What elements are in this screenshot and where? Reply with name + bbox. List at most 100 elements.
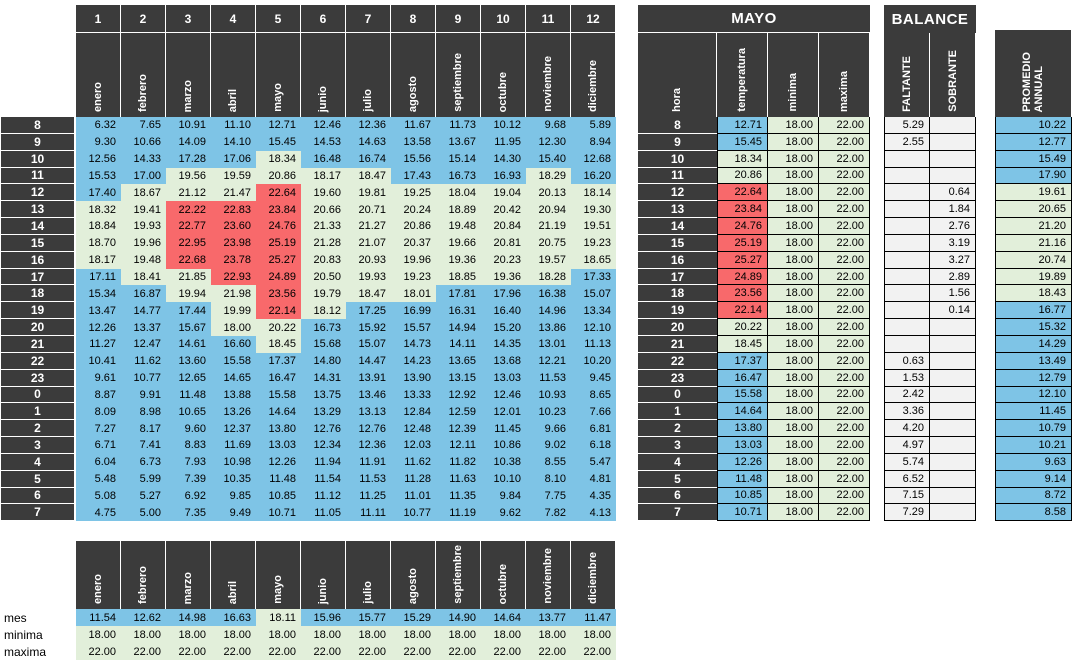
temperature-cell[interactable]: 16.47 bbox=[256, 369, 301, 387]
promedio-annual-cell[interactable]: 15.49 bbox=[995, 150, 1072, 168]
faltante-cell[interactable] bbox=[884, 201, 930, 219]
temperature-cell[interactable]: 5.48 bbox=[76, 470, 121, 488]
promedio-annual-cell[interactable]: 13.49 bbox=[995, 352, 1072, 370]
temperature-cell[interactable]: 16.99 bbox=[391, 302, 436, 320]
temperature-cell[interactable]: 18.01 bbox=[391, 285, 436, 303]
temperature-cell[interactable]: 10.41 bbox=[76, 352, 121, 370]
mayo-temperatura-cell[interactable]: 15.58 bbox=[717, 386, 768, 404]
temperature-cell[interactable]: 15.67 bbox=[166, 319, 211, 336]
temperature-cell[interactable]: 13.13 bbox=[346, 403, 391, 421]
temperature-cell[interactable]: 15.56 bbox=[391, 150, 436, 168]
monthly-mean-cell[interactable]: 16.63 bbox=[211, 609, 256, 626]
temperature-cell[interactable]: 22.68 bbox=[166, 251, 211, 269]
temperature-cell[interactable]: 18.17 bbox=[301, 167, 346, 185]
temperature-cell[interactable]: 14.31 bbox=[301, 369, 346, 387]
mayo-maxima-cell[interactable]: 22.00 bbox=[819, 437, 870, 454]
temperature-cell[interactable]: 12.03 bbox=[391, 437, 436, 454]
sobrante-cell[interactable] bbox=[930, 386, 976, 404]
temperature-cell[interactable]: 20.94 bbox=[526, 201, 571, 219]
faltante-cell[interactable] bbox=[884, 319, 930, 336]
temperature-cell[interactable]: 11.94 bbox=[301, 453, 346, 471]
temperature-cell[interactable]: 24.76 bbox=[256, 218, 301, 235]
promedio-annual-cell[interactable]: 16.77 bbox=[995, 302, 1072, 320]
temperature-cell[interactable]: 11.73 bbox=[436, 117, 481, 134]
temperature-cell[interactable]: 15.57 bbox=[391, 319, 436, 336]
temperature-cell[interactable]: 20.37 bbox=[391, 234, 436, 252]
temperature-cell[interactable]: 14.64 bbox=[256, 403, 301, 421]
temperature-cell[interactable]: 18.67 bbox=[121, 184, 166, 202]
monthly-minima-cell[interactable]: 18.00 bbox=[391, 626, 436, 643]
mayo-maxima-cell[interactable]: 22.00 bbox=[819, 302, 870, 320]
temperature-cell[interactable]: 19.57 bbox=[526, 251, 571, 269]
faltante-cell[interactable]: 1.53 bbox=[884, 369, 930, 387]
temperature-cell[interactable]: 8.87 bbox=[76, 386, 121, 404]
temperature-cell[interactable]: 6.73 bbox=[121, 453, 166, 471]
temperature-cell[interactable]: 19.59 bbox=[211, 167, 256, 185]
temperature-cell[interactable]: 13.80 bbox=[256, 420, 301, 438]
temperature-cell[interactable]: 14.35 bbox=[481, 335, 526, 353]
monthly-minima-cell[interactable]: 18.00 bbox=[121, 626, 166, 643]
mayo-maxima-cell[interactable]: 22.00 bbox=[819, 268, 870, 286]
temperature-cell[interactable]: 11.69 bbox=[211, 437, 256, 454]
mayo-maxima-cell[interactable]: 22.00 bbox=[819, 234, 870, 252]
mayo-maxima-cell[interactable]: 22.00 bbox=[819, 150, 870, 168]
temperature-cell[interactable]: 5.08 bbox=[76, 487, 121, 505]
temperature-cell[interactable]: 8.65 bbox=[571, 386, 616, 404]
temperature-cell[interactable]: 17.43 bbox=[391, 167, 436, 185]
monthly-mean-cell[interactable]: 15.96 bbox=[301, 609, 346, 626]
mayo-maxima-cell[interactable]: 22.00 bbox=[819, 470, 870, 488]
sobrante-cell[interactable]: 2.89 bbox=[930, 268, 976, 286]
temperature-cell[interactable]: 18.34 bbox=[256, 150, 301, 168]
promedio-annual-cell[interactable]: 21.16 bbox=[995, 234, 1072, 252]
temperature-cell[interactable]: 6.04 bbox=[76, 453, 121, 471]
temperature-cell[interactable]: 16.40 bbox=[481, 302, 526, 320]
temperature-cell[interactable]: 10.35 bbox=[211, 470, 256, 488]
mayo-temperatura-cell[interactable]: 13.03 bbox=[717, 437, 768, 454]
temperature-cell[interactable]: 11.45 bbox=[481, 420, 526, 438]
mayo-temperatura-cell[interactable]: 10.85 bbox=[717, 487, 768, 505]
temperature-cell[interactable]: 5.27 bbox=[121, 487, 166, 505]
sobrante-cell[interactable] bbox=[930, 319, 976, 336]
temperature-cell[interactable]: 7.39 bbox=[166, 470, 211, 488]
temperature-cell[interactable]: 10.20 bbox=[571, 352, 616, 370]
temperature-cell[interactable]: 13.37 bbox=[121, 319, 166, 336]
temperature-cell[interactable]: 22.22 bbox=[166, 201, 211, 219]
sobrante-cell[interactable] bbox=[930, 470, 976, 488]
temperature-cell[interactable]: 12.48 bbox=[391, 420, 436, 438]
temperature-cell[interactable]: 4.13 bbox=[571, 504, 616, 522]
temperature-cell[interactable]: 13.34 bbox=[571, 302, 616, 320]
sobrante-cell[interactable] bbox=[930, 487, 976, 505]
temperature-cell[interactable]: 13.91 bbox=[346, 369, 391, 387]
temperature-cell[interactable]: 10.65 bbox=[166, 403, 211, 421]
monthly-mean-cell[interactable]: 13.77 bbox=[526, 609, 571, 626]
temperature-cell[interactable]: 18.70 bbox=[76, 234, 121, 252]
temperature-cell[interactable]: 12.36 bbox=[346, 117, 391, 134]
mayo-temperatura-cell[interactable]: 14.64 bbox=[717, 403, 768, 421]
temperature-cell[interactable]: 12.76 bbox=[301, 420, 346, 438]
temperature-cell[interactable]: 14.09 bbox=[166, 133, 211, 151]
monthly-mean-cell[interactable]: 18.11 bbox=[256, 609, 301, 626]
temperature-cell[interactable]: 20.71 bbox=[346, 201, 391, 219]
temperature-cell[interactable]: 11.19 bbox=[436, 504, 481, 522]
faltante-cell[interactable] bbox=[884, 302, 930, 320]
mayo-minima-cell[interactable]: 18.00 bbox=[768, 167, 819, 185]
temperature-cell[interactable]: 24.89 bbox=[256, 268, 301, 286]
temperature-cell[interactable]: 19.94 bbox=[166, 285, 211, 303]
temperature-cell[interactable]: 11.63 bbox=[436, 470, 481, 488]
temperature-cell[interactable]: 11.28 bbox=[391, 470, 436, 488]
promedio-annual-cell[interactable]: 9.14 bbox=[995, 470, 1072, 488]
mayo-minima-cell[interactable]: 18.00 bbox=[768, 133, 819, 151]
temperature-cell[interactable]: 9.61 bbox=[76, 369, 121, 387]
mayo-temperatura-cell[interactable]: 24.89 bbox=[717, 268, 768, 286]
monthly-maxima-cell[interactable]: 22.00 bbox=[526, 643, 571, 660]
temperature-cell[interactable]: 14.53 bbox=[301, 133, 346, 151]
temperature-cell[interactable]: 10.85 bbox=[256, 487, 301, 505]
temperature-cell[interactable]: 11.54 bbox=[301, 470, 346, 488]
temperature-cell[interactable]: 16.20 bbox=[571, 167, 616, 185]
mayo-maxima-cell[interactable]: 22.00 bbox=[819, 167, 870, 185]
temperature-cell[interactable]: 11.67 bbox=[391, 117, 436, 134]
temperature-cell[interactable]: 12.26 bbox=[256, 453, 301, 471]
monthly-maxima-cell[interactable]: 22.00 bbox=[481, 643, 526, 660]
temperature-cell[interactable]: 10.23 bbox=[526, 403, 571, 421]
temperature-cell[interactable]: 21.07 bbox=[346, 234, 391, 252]
